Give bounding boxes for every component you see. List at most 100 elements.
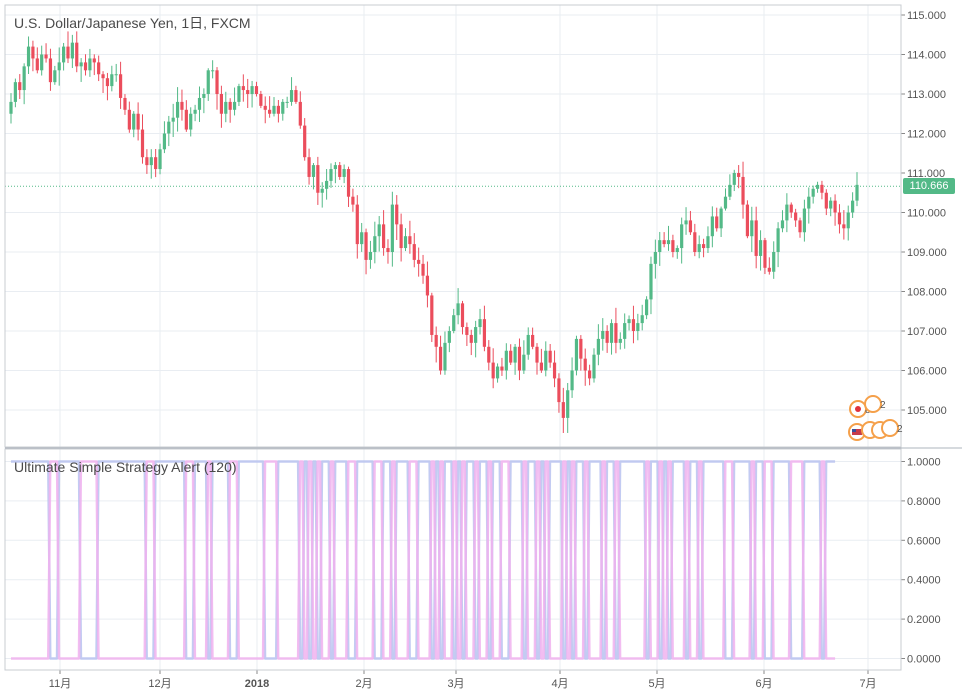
marker-count: 2 bbox=[897, 424, 903, 435]
indicator-axis[interactable]: 1.0000 0.8000 0.6000 0.4000 0.2000 0.0000 bbox=[901, 457, 941, 666]
event-badge-icon[interactable]: 2 bbox=[864, 395, 886, 413]
candle-body bbox=[671, 240, 675, 252]
candle-body bbox=[206, 70, 210, 94]
candle bbox=[425, 261, 430, 308]
candle-body bbox=[649, 263, 653, 300]
candle-body bbox=[26, 46, 31, 67]
candle bbox=[723, 188, 728, 211]
candle bbox=[829, 197, 833, 217]
candle bbox=[596, 324, 600, 366]
candle-body bbox=[263, 105, 267, 110]
candle bbox=[680, 217, 684, 264]
candle-body bbox=[452, 315, 456, 331]
time-tick-label: 6月 bbox=[755, 678, 772, 690]
candle-body bbox=[566, 390, 570, 418]
candle-body bbox=[758, 240, 763, 256]
candle-body bbox=[794, 212, 798, 221]
candle bbox=[232, 87, 237, 116]
candle-body bbox=[333, 165, 337, 170]
candle bbox=[728, 174, 732, 201]
candle-body bbox=[417, 259, 421, 264]
candle bbox=[281, 99, 285, 121]
candle-body bbox=[570, 370, 574, 391]
candle bbox=[741, 161, 745, 219]
candle-body bbox=[723, 196, 728, 209]
candle-body bbox=[824, 192, 828, 209]
candle bbox=[666, 225, 671, 251]
candle bbox=[215, 67, 219, 110]
candle-body bbox=[364, 232, 368, 260]
candle bbox=[171, 103, 175, 138]
candle bbox=[127, 101, 131, 133]
candle bbox=[561, 387, 565, 433]
candle-body bbox=[83, 62, 88, 71]
jp-flag-icon[interactable]: 8 bbox=[849, 400, 871, 418]
candle-body bbox=[807, 196, 811, 209]
candle bbox=[250, 80, 254, 108]
candle bbox=[303, 118, 307, 161]
event-markers[interactable]: 8241172 bbox=[848, 395, 903, 441]
candle-body bbox=[535, 346, 539, 363]
candle-body bbox=[579, 338, 583, 359]
candle bbox=[294, 85, 298, 104]
time-tick-label: 5月 bbox=[648, 678, 665, 690]
price-pane-grid bbox=[5, 5, 901, 447]
candle-body bbox=[311, 165, 316, 177]
candle-body bbox=[666, 240, 671, 245]
candle bbox=[732, 169, 736, 192]
candle-body bbox=[259, 94, 263, 106]
candle bbox=[377, 216, 381, 252]
candle bbox=[92, 54, 96, 76]
candle bbox=[97, 55, 101, 82]
candle bbox=[325, 169, 329, 200]
candle-body bbox=[851, 200, 855, 213]
candle-body bbox=[684, 220, 688, 225]
candle-body bbox=[127, 109, 131, 130]
candle bbox=[75, 31, 79, 73]
candle-body bbox=[13, 82, 17, 102]
event-badge-icon[interactable]: 2 bbox=[881, 419, 903, 437]
candle bbox=[754, 206, 758, 269]
candle bbox=[491, 348, 495, 389]
time-tick-label: 11月 bbox=[49, 678, 71, 690]
candle bbox=[62, 42, 66, 71]
candle-body bbox=[118, 74, 123, 98]
marker-dot bbox=[855, 406, 861, 412]
candle-body bbox=[53, 70, 57, 83]
candle bbox=[552, 350, 557, 388]
candle bbox=[557, 373, 561, 413]
candle bbox=[211, 60, 215, 79]
candle bbox=[640, 304, 644, 331]
candle-body bbox=[171, 117, 175, 122]
candle-body bbox=[732, 173, 736, 185]
candle-body bbox=[175, 101, 180, 118]
price-axis[interactable]: 115.000 114.000 113.000 112.000 111.000 110.0… bbox=[901, 10, 947, 417]
price-tick-label: 114.000 bbox=[907, 50, 946, 62]
candle-body bbox=[105, 78, 110, 87]
candle bbox=[136, 102, 140, 141]
indicator-series bbox=[11, 460, 836, 660]
candle bbox=[276, 100, 280, 123]
candle-body bbox=[701, 244, 706, 249]
candle bbox=[644, 296, 649, 320]
candle bbox=[750, 206, 754, 252]
indicator-line-a bbox=[11, 460, 836, 660]
candle-body bbox=[325, 180, 329, 189]
price-tick-label: 115.000 bbox=[907, 10, 946, 22]
candle bbox=[592, 348, 596, 383]
candle bbox=[443, 331, 447, 375]
candle bbox=[715, 207, 719, 232]
time-axis[interactable]: 11月 12月 2018 2月 3月 4月 5月 6月 7月 bbox=[49, 670, 877, 690]
candle-body bbox=[246, 90, 250, 94]
candle bbox=[627, 315, 631, 331]
candle-body bbox=[469, 334, 473, 343]
candle-body bbox=[320, 188, 324, 193]
candle-body bbox=[522, 354, 526, 371]
candle-body bbox=[482, 319, 487, 347]
candle bbox=[535, 343, 539, 375]
candle-body bbox=[228, 101, 232, 110]
indicator-tick-label: 0.6000 bbox=[907, 535, 941, 547]
candle-body bbox=[680, 224, 684, 249]
candle-body bbox=[675, 248, 679, 252]
